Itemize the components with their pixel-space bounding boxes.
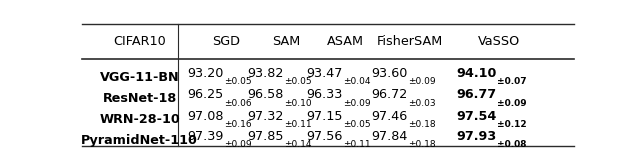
Text: 97.93: 97.93 xyxy=(456,130,497,143)
Text: 93.20: 93.20 xyxy=(188,67,224,80)
Text: 97.39: 97.39 xyxy=(188,130,224,143)
Text: ±0.09: ±0.09 xyxy=(225,140,252,149)
Text: VaSSO: VaSSO xyxy=(478,35,520,48)
Text: 96.33: 96.33 xyxy=(307,89,343,102)
Text: SGD: SGD xyxy=(212,35,241,48)
Text: 97.46: 97.46 xyxy=(371,110,408,123)
Text: ±0.16: ±0.16 xyxy=(225,120,252,129)
Text: ±0.12: ±0.12 xyxy=(497,120,527,129)
Text: WRN-28-10: WRN-28-10 xyxy=(99,113,180,126)
Text: ResNet-18: ResNet-18 xyxy=(102,92,177,105)
Text: CIFAR10: CIFAR10 xyxy=(113,35,166,48)
Text: 97.85: 97.85 xyxy=(247,130,284,143)
Text: 97.08: 97.08 xyxy=(188,110,224,123)
Text: ±0.08: ±0.08 xyxy=(497,140,527,149)
Text: ±0.05: ±0.05 xyxy=(225,77,252,86)
Text: 97.56: 97.56 xyxy=(307,130,343,143)
Text: ±0.04: ±0.04 xyxy=(344,77,371,86)
Text: ±0.10: ±0.10 xyxy=(284,99,312,108)
Text: 96.72: 96.72 xyxy=(371,89,408,102)
Text: PyramidNet-110: PyramidNet-110 xyxy=(81,134,198,147)
Text: 96.77: 96.77 xyxy=(456,89,497,102)
Text: 94.10: 94.10 xyxy=(456,67,497,80)
Text: ±0.14: ±0.14 xyxy=(284,140,311,149)
Text: ±0.06: ±0.06 xyxy=(225,99,252,108)
Text: 97.54: 97.54 xyxy=(456,110,497,123)
Text: SAM: SAM xyxy=(272,35,300,48)
Text: 96.58: 96.58 xyxy=(247,89,284,102)
Text: 97.32: 97.32 xyxy=(247,110,284,123)
Text: 97.15: 97.15 xyxy=(307,110,343,123)
Text: ±0.05: ±0.05 xyxy=(344,120,371,129)
Text: 96.25: 96.25 xyxy=(188,89,224,102)
Text: 93.47: 93.47 xyxy=(307,67,343,80)
Text: 97.84: 97.84 xyxy=(371,130,408,143)
Text: ±0.09: ±0.09 xyxy=(408,77,435,86)
Text: ±0.11: ±0.11 xyxy=(284,120,312,129)
Text: ±0.09: ±0.09 xyxy=(497,99,527,108)
Text: ±0.09: ±0.09 xyxy=(344,99,371,108)
Text: ±0.18: ±0.18 xyxy=(408,120,435,129)
Text: ±0.18: ±0.18 xyxy=(408,140,435,149)
Text: ±0.05: ±0.05 xyxy=(284,77,312,86)
Text: ±0.11: ±0.11 xyxy=(344,140,371,149)
Text: ASAM: ASAM xyxy=(327,35,364,48)
Text: FisherSAM: FisherSAM xyxy=(377,35,443,48)
Text: ±0.03: ±0.03 xyxy=(408,99,435,108)
Text: VGG-11-BN: VGG-11-BN xyxy=(100,71,179,84)
Text: 93.82: 93.82 xyxy=(247,67,284,80)
Text: ±0.07: ±0.07 xyxy=(497,77,527,86)
Text: 93.60: 93.60 xyxy=(371,67,408,80)
